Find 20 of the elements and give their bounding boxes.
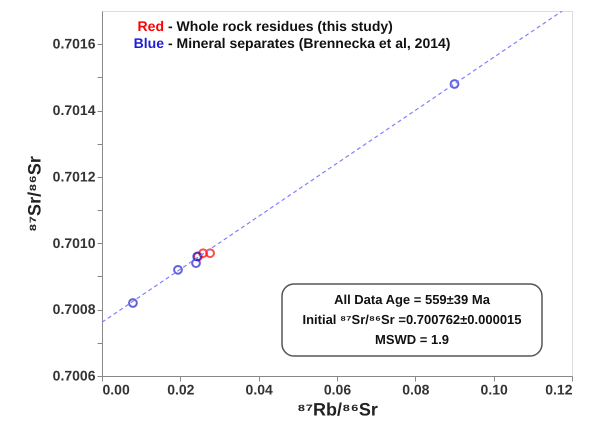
text: Red - Whole rock residues (this study) (138, 18, 393, 34)
x-tick-label: 0.04 (246, 382, 274, 398)
x-tick-label: 0.02 (167, 382, 195, 398)
x-tick-label: 0.00 (102, 382, 130, 398)
x-tick-label: 0.06 (324, 382, 352, 398)
text: Blue - Mineral separates (Brennecka et al, 2014) (134, 35, 450, 51)
annotation: Initial ⁸⁷Sr/⁸⁶Sr =0.700762±0.000015 (302, 312, 522, 327)
y-tick-label: 0.7010 (52, 234, 96, 251)
x-tick-label: 0.12 (545, 382, 573, 398)
y-tick-label: 0.7014 (52, 102, 96, 118)
x-axis-title: ⁸⁷Rb/⁸⁶Sr (297, 400, 378, 420)
annotation: All Data Age = 559±39 Ma (334, 292, 491, 307)
y-tick-label: 0.7012 (52, 168, 96, 184)
y-tick-label: 0.7006 (52, 368, 96, 384)
y-tick-label: 0.7016 (52, 36, 96, 52)
x-tick-label: 0.08 (402, 382, 430, 398)
x-tick-label: 0.10 (480, 382, 508, 398)
y-tick-label: 0.7008 (52, 301, 96, 318)
annotation: MSWD = 1.9 (374, 332, 450, 347)
y-axis-title: ⁸⁷Sr/⁸⁶Sr (24, 156, 45, 232)
